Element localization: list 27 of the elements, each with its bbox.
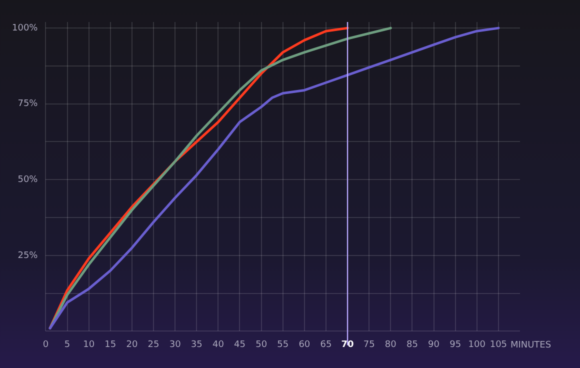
x-tick-label: 90 — [428, 340, 440, 350]
x-tick-label: 75 — [363, 340, 375, 350]
x-tick-label: 50 — [256, 340, 268, 350]
x-tick-label: 20 — [126, 340, 138, 350]
x-tick-label: 35 — [190, 340, 202, 350]
x-tick-label: 30 — [169, 340, 182, 350]
y-tick-label: 50% — [18, 174, 38, 185]
x-tick-label: 100 — [468, 340, 486, 350]
x-tick-label: 10 — [83, 340, 95, 350]
y-tick-label: 100% — [12, 23, 38, 34]
x-tick-label: 25 — [148, 340, 160, 350]
x-tick-label: 65 — [320, 340, 332, 350]
y-tick-label: 75% — [18, 99, 38, 110]
x-tick-label: 95 — [450, 340, 462, 350]
x-tick-label: 45 — [234, 340, 246, 350]
x-tick-label: 40 — [212, 340, 224, 350]
x-tick-label: 5 — [64, 340, 70, 350]
x-tick-label: 15 — [104, 340, 116, 350]
x-tick-label: 85 — [406, 340, 418, 350]
x-tick-label: 80 — [384, 340, 397, 350]
x-axis-title: MINUTES — [510, 340, 552, 351]
x-tick-label: 70 — [341, 340, 354, 350]
x-tick-label: 55 — [277, 340, 289, 350]
y-tick-label: 25% — [18, 250, 38, 261]
x-tick-label: 105 — [490, 340, 508, 350]
x-tick-label: 0 — [42, 340, 49, 350]
x-tick-label: 60 — [298, 340, 310, 350]
